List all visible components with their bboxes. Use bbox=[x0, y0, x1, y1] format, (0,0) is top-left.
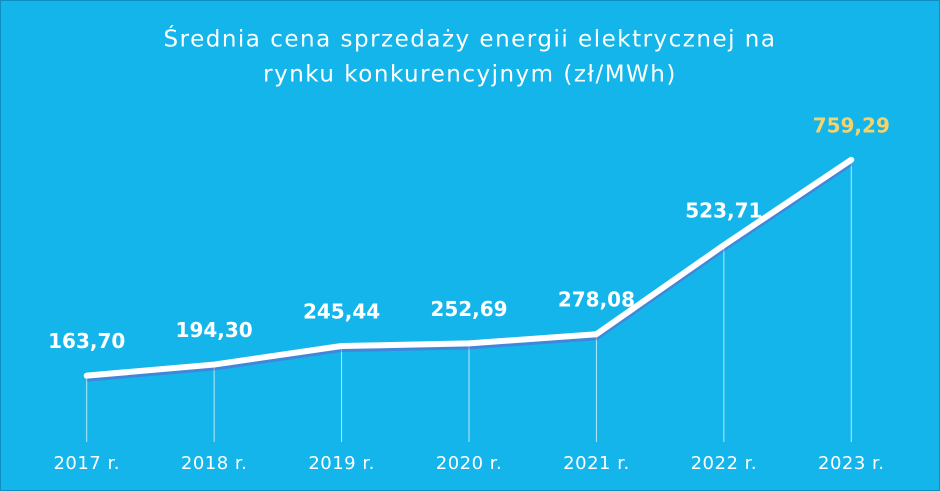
chart-title: Średnia cena sprzedaży energii elektrycz… bbox=[164, 25, 777, 53]
value-label: 759,29 bbox=[813, 113, 890, 137]
line bbox=[83, 156, 855, 379]
value-label: 163,70 bbox=[48, 329, 125, 353]
chart-title: rynku konkurencyjnym (zł/MWh) bbox=[263, 62, 677, 88]
x-tick-label: 2023 r. bbox=[818, 453, 885, 474]
value-label: 252,69 bbox=[430, 297, 507, 321]
x-tick-label: 2021 r. bbox=[563, 453, 630, 474]
value-label: 523,71 bbox=[685, 199, 762, 223]
x-tick-label: 2020 r. bbox=[436, 453, 503, 474]
value-label: 278,08 bbox=[558, 288, 635, 312]
x-tick-label: 2017 r. bbox=[53, 453, 120, 474]
x-tick-label: 2018 r. bbox=[181, 453, 248, 474]
value-label: 194,30 bbox=[176, 318, 253, 342]
value-label: 245,44 bbox=[303, 300, 380, 324]
x-tick-label: 2022 r. bbox=[691, 453, 758, 474]
x-tick-label: 2019 r. bbox=[308, 453, 375, 474]
